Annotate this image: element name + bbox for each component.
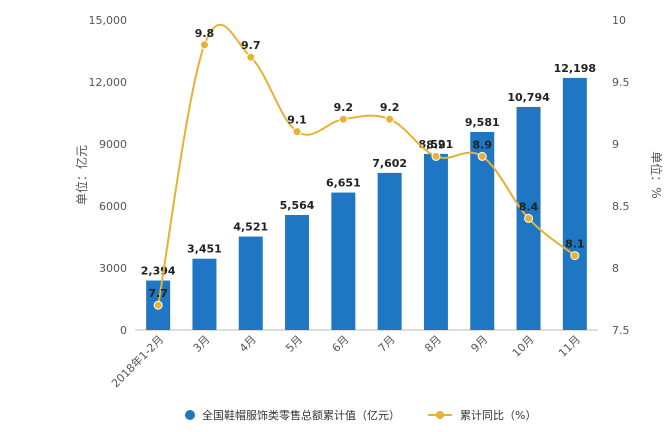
line-point [431, 151, 441, 161]
bar-data-label: 3,451 [187, 243, 222, 256]
x-tick-label: 9月 [468, 333, 490, 355]
x-tick-label: 11月 [556, 333, 583, 360]
bar-data-label: 8,521 [419, 138, 454, 151]
line-data-label: 9.2 [334, 101, 354, 114]
x-tick-label: 2018年1-2月 [108, 332, 166, 390]
y-left-tick-label: 15,000 [89, 14, 128, 27]
line-data-label: 8.4 [519, 200, 539, 213]
legend-line-label: 累计同比（%） [460, 409, 536, 422]
bar-data-label: 10,794 [507, 91, 550, 104]
y-right-tick-label: 8 [612, 262, 619, 275]
series-line [157, 23, 576, 306]
y-right-axis-title: 单位：% [649, 151, 664, 198]
bar [377, 172, 402, 330]
bar [562, 77, 587, 331]
bar-data-label: 12,198 [554, 62, 596, 75]
line-point [477, 151, 487, 161]
y-left-tick-label: 9000 [99, 138, 127, 151]
legend-line-dot [436, 411, 444, 419]
line-data-label: 8.9 [426, 138, 446, 151]
line-point [292, 127, 302, 137]
bar-data-label: 9,581 [465, 116, 500, 129]
bar-data-label: 5,564 [280, 199, 315, 212]
y-right-tick-label: 9.5 [612, 76, 630, 89]
line-data-label: 7.7 [148, 287, 168, 300]
line-point [570, 251, 580, 261]
line-data-label: 9.7 [241, 39, 261, 52]
bar [238, 236, 263, 330]
x-tick-label: 6月 [330, 333, 352, 355]
bar-data-label: 2,394 [141, 265, 176, 278]
line-point [153, 300, 163, 310]
legend-bar-label: 全国鞋帽服饰类零售总额累计值（亿元） [202, 408, 400, 422]
y-right-tick-label: 8.5 [612, 200, 630, 213]
y-left-axis-title: 单位：亿元 [74, 145, 89, 205]
x-tick-label: 7月 [376, 333, 398, 355]
bar-data-label: 7,602 [372, 157, 407, 170]
x-tick-label: 5月 [283, 333, 305, 355]
x-tick-label: 8月 [422, 333, 444, 355]
line-point [338, 114, 348, 124]
bar [192, 258, 217, 330]
bar [285, 215, 310, 330]
line-data-label: 9.8 [195, 27, 215, 40]
line-data-label: 8.9 [473, 138, 493, 151]
y-left-tick-label: 0 [120, 324, 127, 337]
line-point [199, 40, 209, 50]
legend-bar-marker [185, 410, 195, 420]
y-left-tick-label: 12,000 [89, 76, 128, 89]
line-data-label: 9.2 [380, 101, 400, 114]
y-right-tick-label: 7.5 [612, 324, 630, 337]
y-right-tick-label: 10 [612, 14, 626, 27]
y-left-tick-label: 6000 [99, 200, 127, 213]
x-tick-label: 10月 [510, 333, 537, 360]
line-data-label: 8.1 [565, 238, 585, 251]
y-left-tick-label: 3000 [99, 262, 127, 275]
bar-data-label: 6,651 [326, 177, 361, 190]
line-data-label: 9.1 [287, 114, 307, 127]
x-tick-label: 4月 [237, 333, 259, 355]
bar [423, 153, 448, 330]
line-point [246, 52, 256, 62]
bar [331, 192, 356, 330]
bar-data-label: 4,521 [233, 221, 268, 234]
y-right-tick-label: 9 [612, 138, 619, 151]
bar [470, 131, 495, 330]
line-point [524, 213, 534, 223]
x-tick-label: 3月 [191, 333, 213, 355]
line-point [385, 114, 395, 124]
